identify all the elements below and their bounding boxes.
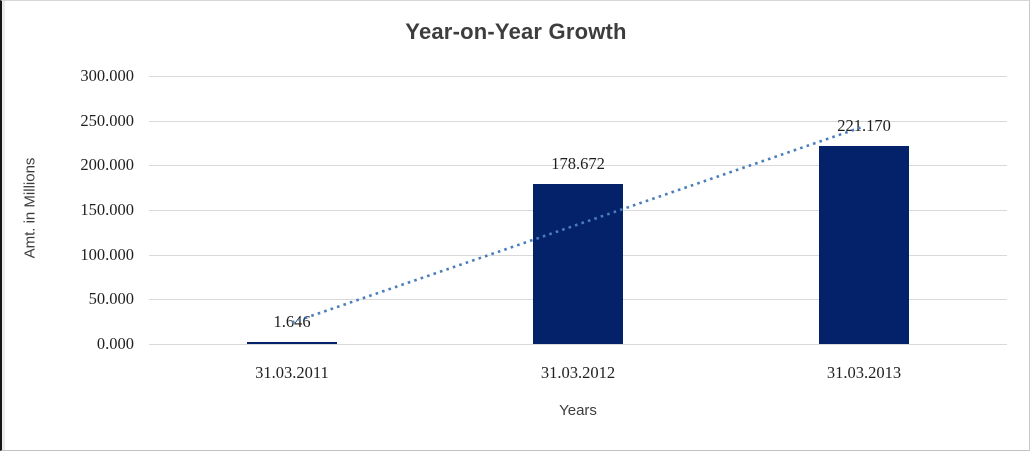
bar — [533, 184, 623, 344]
chart-title: Year-on-Year Growth — [405, 19, 627, 44]
x-category-label: 31.03.2012 — [540, 363, 616, 382]
data-label: 178.672 — [551, 154, 605, 174]
x-category-label: 31.03.2013 — [826, 363, 902, 382]
data-label: 1.646 — [273, 312, 311, 331]
x-axis-title: Years — [559, 402, 597, 419]
left-edge-strip — [2, 1, 5, 450]
x-category-label: 31.03.2011 — [255, 363, 329, 382]
y-axis-title-text: Amt. in Millions — [21, 157, 39, 259]
y-tick-label: 50.000 — [88, 289, 134, 309]
bar — [247, 342, 337, 344]
gridline — [149, 76, 1007, 77]
y-tick-label: 0.000 — [96, 334, 134, 353]
y-tick-label: 100.000 — [80, 244, 134, 264]
bar — [819, 146, 909, 344]
y-tick-label: 150.000 — [80, 200, 134, 219]
gridline — [149, 344, 1007, 345]
gridline — [149, 120, 1007, 122]
y-tick-label: 250.000 — [80, 110, 134, 130]
y-tick-label: 200.000 — [80, 155, 134, 175]
y-tick-label: 300.000 — [80, 66, 134, 85]
data-label: 221.170 — [837, 116, 891, 136]
